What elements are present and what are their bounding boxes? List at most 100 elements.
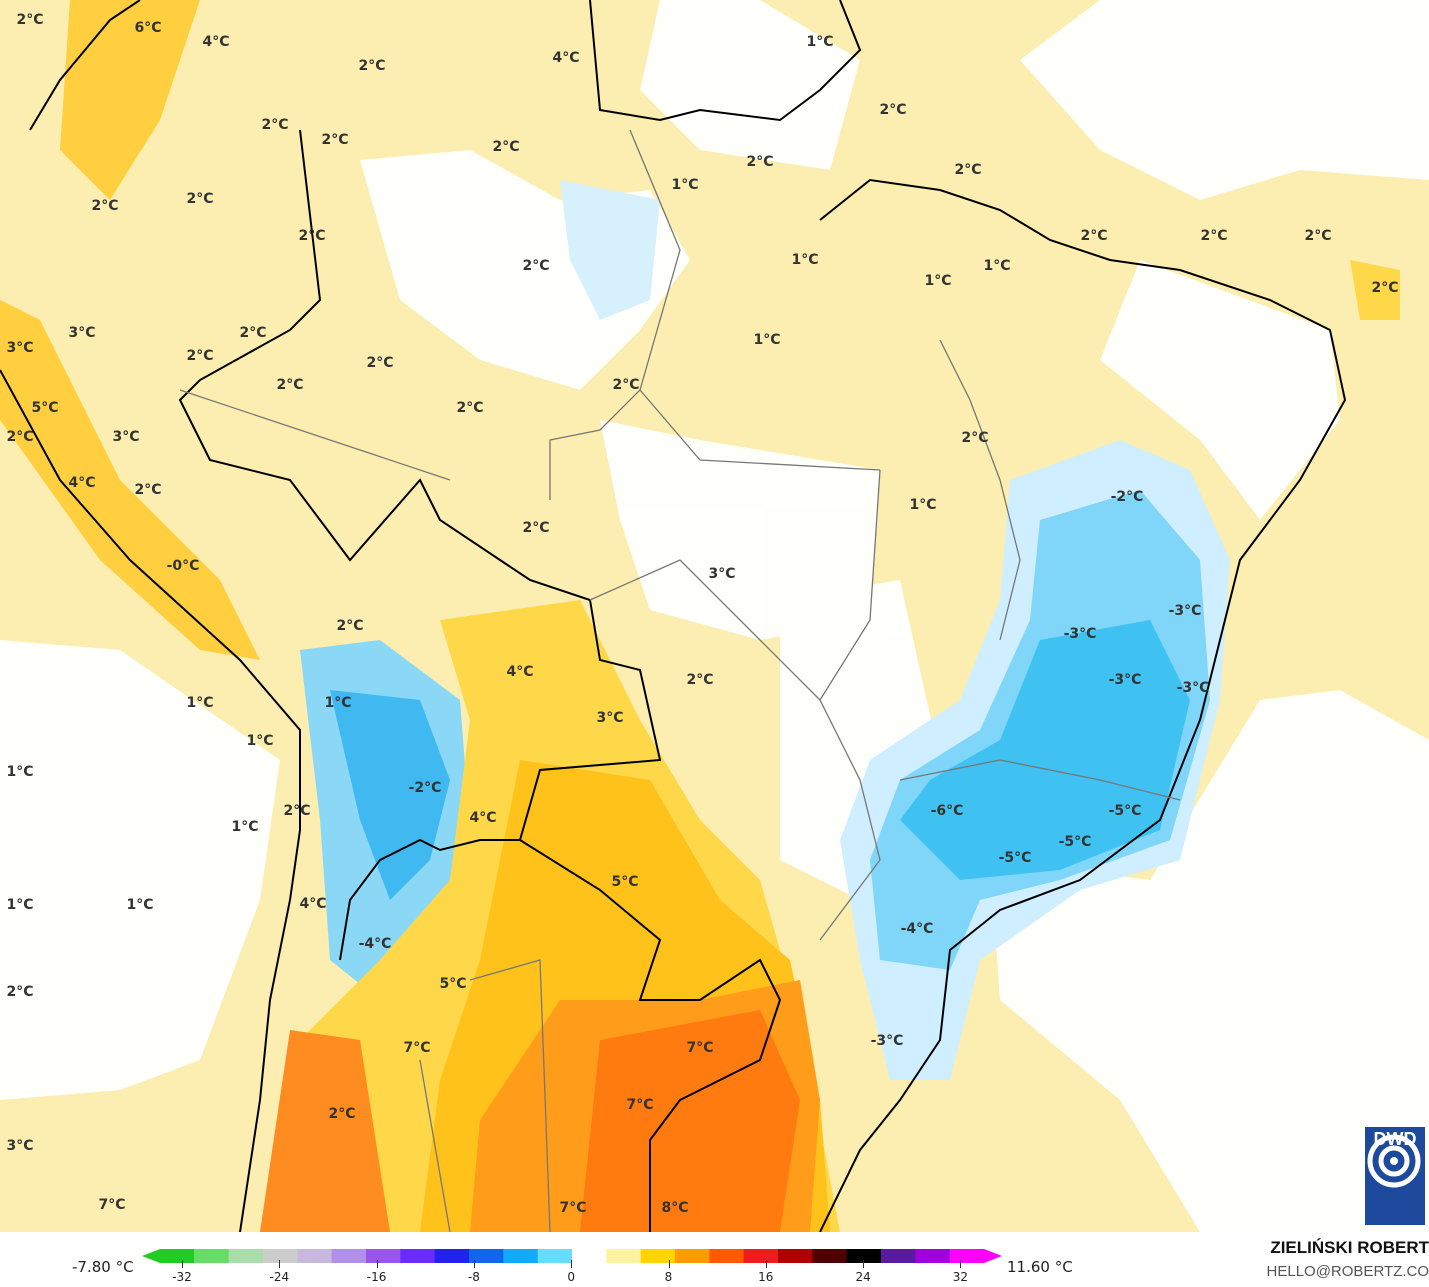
- colorbar-segment: [503, 1249, 539, 1263]
- contour-label: 7°C: [686, 1040, 714, 1056]
- contour-label: 2°C: [522, 520, 550, 536]
- contour-label: 2°C: [328, 1106, 356, 1122]
- dwd-logo: DWD: [1364, 1126, 1426, 1226]
- contour-label: 1°C: [231, 819, 259, 835]
- borders: [0, 0, 1347, 1232]
- contour-label: -2°C: [1110, 489, 1144, 505]
- contour-label: 4°C: [68, 475, 96, 491]
- contour-label: 2°C: [6, 984, 34, 1000]
- contour-label: 2°C: [522, 258, 550, 274]
- warm-zones: [0, 0, 1400, 1232]
- contour-label: 2°C: [1080, 228, 1108, 244]
- colorbar-segment: [537, 1249, 573, 1263]
- colorbar-segment: [228, 1249, 264, 1263]
- contour-label: 2°C: [492, 139, 520, 155]
- author-name: ZIELIŃSKI ROBERT: [1270, 1238, 1429, 1257]
- colorbar-segment: [434, 1249, 470, 1263]
- contour-label: 1°C: [983, 258, 1011, 274]
- contour-label: 2°C: [239, 325, 267, 341]
- contour-label: 2°C: [276, 377, 304, 393]
- temperature-map: 2°C 6°C 4°C 2°C 4°C 1°C 2°C 2°C 2°C 2°C 2°C 2°C 2°C 1…: [0, 0, 1429, 1232]
- swirl-icon: [1367, 1134, 1421, 1188]
- contour-label: 7°C: [559, 1200, 587, 1216]
- contour-label: 2°C: [1200, 228, 1228, 244]
- colorbar: [142, 1249, 1002, 1263]
- contour-label: 2°C: [879, 102, 907, 118]
- contour-label: -5°C: [998, 850, 1032, 866]
- colorbar-segment: [469, 1249, 504, 1263]
- tick-label: -8: [467, 1270, 480, 1284]
- contour-label: 4°C: [469, 810, 497, 826]
- contour-label: -3°C: [1108, 672, 1142, 688]
- contour-label: 2°C: [746, 154, 774, 170]
- contour-label: 2°C: [686, 672, 714, 688]
- colorbar-segment: [915, 1249, 951, 1263]
- colorbar-segment: [949, 1249, 1002, 1263]
- tick-label: 0: [567, 1270, 576, 1284]
- colorbar-segment: [675, 1249, 710, 1263]
- contour-label: 8°C: [661, 1200, 689, 1216]
- contour-label: 2°C: [1371, 280, 1399, 296]
- contour-label: 7°C: [403, 1040, 431, 1056]
- legend-max-value: 11.60 °C: [1007, 1258, 1073, 1276]
- contour-label: -4°C: [900, 921, 934, 937]
- contour-label: 2°C: [134, 482, 162, 498]
- contour-label: 2°C: [6, 429, 34, 445]
- colorbar-segment: [778, 1249, 813, 1263]
- colorbar-segment: [709, 1249, 745, 1263]
- contour-label: 7°C: [98, 1197, 126, 1213]
- contour-label: 3°C: [6, 340, 34, 356]
- colorbar-segment: [400, 1249, 436, 1263]
- tick-mark: [279, 1260, 281, 1268]
- contour-label: 1°C: [6, 764, 34, 780]
- colorbar-segment: [366, 1249, 401, 1263]
- contour-label: 1°C: [6, 897, 34, 913]
- contour-label: -3°C: [1063, 626, 1097, 642]
- contour-label: 2°C: [456, 400, 484, 416]
- contour-label: 5°C: [439, 976, 467, 992]
- contour-label: 1°C: [324, 695, 352, 711]
- contour-label: 1°C: [924, 273, 952, 289]
- contour-label: 2°C: [261, 117, 289, 133]
- tick-mark: [960, 1260, 962, 1268]
- contour-label: 1°C: [806, 34, 834, 50]
- contour-label: 2°C: [366, 355, 394, 371]
- contour-label: 5°C: [611, 874, 639, 890]
- tick-label: 8: [664, 1270, 673, 1284]
- contour-label: 4°C: [506, 664, 534, 680]
- tick-mark: [571, 1260, 573, 1268]
- tick-label: -16: [366, 1270, 387, 1284]
- contour-label: 6°C: [134, 20, 162, 36]
- contour-label: 1°C: [753, 332, 781, 348]
- contour-label: -2°C: [408, 780, 442, 796]
- colorbar-segment: [812, 1249, 848, 1263]
- contour-label: 1°C: [126, 897, 154, 913]
- contour-label: 1°C: [246, 733, 274, 749]
- contour-label: 3°C: [68, 325, 96, 341]
- contour-label: 3°C: [596, 710, 624, 726]
- colorbar-segment: [846, 1249, 882, 1263]
- colorbar-segment: [572, 1249, 607, 1263]
- contour-label: 1°C: [909, 497, 937, 513]
- tick-mark: [765, 1260, 767, 1268]
- tick-mark: [668, 1260, 670, 1268]
- contour-label: -4°C: [358, 936, 392, 952]
- contour-label: -3°C: [1176, 680, 1210, 696]
- contour-label: -3°C: [870, 1033, 904, 1049]
- map-fields: [0, 0, 1429, 1232]
- contour-label: 2°C: [283, 803, 311, 819]
- tick-label: 16: [758, 1270, 774, 1284]
- contour-label: -5°C: [1108, 803, 1142, 819]
- tick-label: -32: [172, 1270, 192, 1284]
- contour-label: 2°C: [1304, 228, 1332, 244]
- tick-mark: [473, 1260, 475, 1268]
- contour-label: 2°C: [16, 12, 44, 28]
- contour-label: 4°C: [299, 896, 327, 912]
- tick-label: -24: [269, 1270, 290, 1284]
- contour-label: 2°C: [961, 430, 989, 446]
- contour-label: -3°C: [1168, 603, 1202, 619]
- contour-label: 2°C: [954, 162, 982, 178]
- contour-label: -5°C: [1058, 834, 1092, 850]
- colorbar-segment: [606, 1249, 642, 1263]
- contour-label: 2°C: [336, 618, 364, 634]
